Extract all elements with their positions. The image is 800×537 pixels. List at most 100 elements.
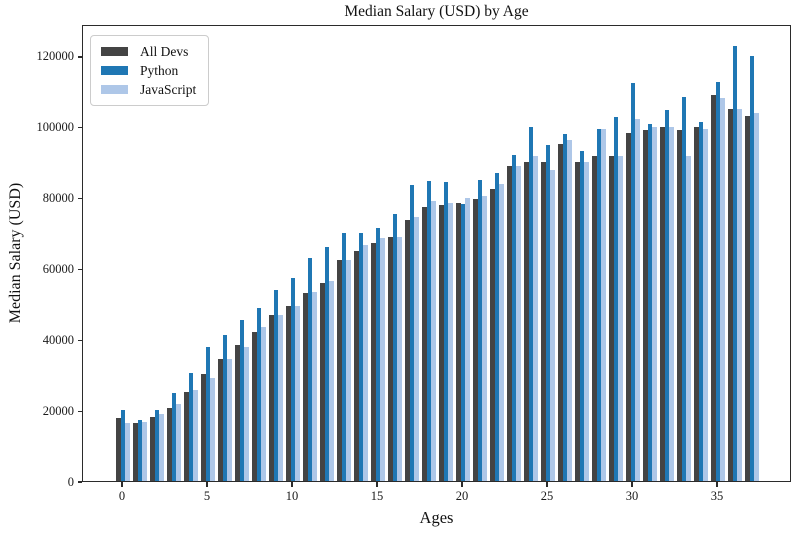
bar [176, 403, 182, 481]
bar [482, 196, 488, 481]
legend-label: Python [140, 62, 179, 78]
bar [477, 179, 483, 481]
bar [715, 82, 721, 481]
bar [443, 182, 449, 481]
bar [370, 242, 376, 481]
bar [244, 347, 250, 481]
bar [137, 420, 143, 481]
bar [489, 188, 495, 481]
plot-area: All Devs Python JavaScript [82, 25, 791, 482]
bar [506, 165, 512, 481]
bar [642, 130, 648, 481]
bar [676, 130, 682, 481]
bar [217, 359, 223, 481]
bar [754, 112, 760, 481]
bar [438, 204, 444, 481]
bar [618, 156, 624, 481]
y-tick-label: 100000 [36, 120, 75, 135]
legend-item: JavaScript [101, 80, 196, 99]
y-tick-label: 20000 [42, 403, 74, 418]
bar [222, 334, 228, 481]
bar [472, 199, 478, 481]
y-tick-mark [77, 198, 82, 200]
chart-title: Median Salary (USD) by Age [344, 3, 529, 20]
bar [584, 162, 590, 481]
bar [387, 237, 393, 481]
bar [426, 181, 432, 481]
y-tick-label: 0 [67, 474, 74, 489]
x-tick-label: 0 [118, 489, 126, 503]
bar [579, 150, 585, 481]
bar [358, 233, 364, 481]
bar [601, 129, 607, 481]
bar [227, 359, 233, 481]
bar [625, 133, 631, 481]
bar [557, 144, 563, 481]
bar [375, 227, 381, 481]
bar [533, 156, 539, 481]
y-tick-mark [77, 481, 82, 483]
bar [499, 184, 505, 481]
y-tick-mark [77, 410, 82, 412]
bar [516, 166, 522, 481]
bar [574, 162, 580, 481]
bar [120, 410, 126, 481]
bar [307, 257, 313, 481]
bar [312, 291, 318, 481]
bar [336, 260, 342, 481]
bar [132, 422, 138, 481]
bar [511, 155, 517, 481]
bar [200, 373, 206, 481]
x-axis-label: Ages [419, 508, 454, 527]
bar [125, 422, 131, 481]
bar [732, 45, 738, 481]
bar [154, 410, 160, 481]
bar [664, 110, 670, 481]
x-tick-label: 5 [203, 489, 211, 503]
y-tick-label: 120000 [36, 49, 75, 64]
bar [727, 109, 733, 481]
x-tick-label: 25 [540, 489, 554, 503]
x-tick-label: 35 [710, 489, 724, 503]
x-tick-mark [206, 482, 208, 487]
x-tick-label: 30 [625, 489, 639, 503]
bar [397, 237, 403, 481]
bar [647, 124, 653, 481]
y-tick-mark [77, 127, 82, 129]
y-tick-mark [77, 268, 82, 271]
bar [540, 162, 546, 481]
legend-swatch [101, 85, 128, 94]
bar [171, 393, 177, 481]
bar [455, 202, 461, 481]
x-tick-mark [291, 482, 293, 487]
bar [295, 306, 301, 481]
bar [346, 260, 352, 481]
bar [193, 389, 199, 481]
bar [591, 156, 597, 481]
bar [329, 281, 335, 481]
bar [341, 233, 347, 481]
bar [494, 172, 500, 481]
bar [686, 156, 692, 481]
bar [710, 95, 716, 481]
x-tick-label: 10 [285, 489, 299, 503]
bar [523, 162, 529, 481]
bar [159, 413, 165, 481]
bar [669, 126, 675, 481]
bar [567, 140, 573, 481]
bar [465, 197, 471, 481]
legend-item: Python [101, 61, 196, 80]
bar [205, 347, 211, 481]
bar [273, 290, 279, 481]
legend-label: All Devs [140, 43, 189, 59]
x-tick-label: 20 [455, 489, 469, 503]
bar [681, 96, 687, 481]
bar [353, 251, 359, 481]
x-tick-mark [546, 482, 548, 487]
bar [693, 126, 699, 481]
bar [166, 407, 172, 481]
bar [392, 214, 398, 481]
bar [404, 219, 410, 481]
bar [545, 145, 551, 481]
bar [149, 417, 155, 481]
